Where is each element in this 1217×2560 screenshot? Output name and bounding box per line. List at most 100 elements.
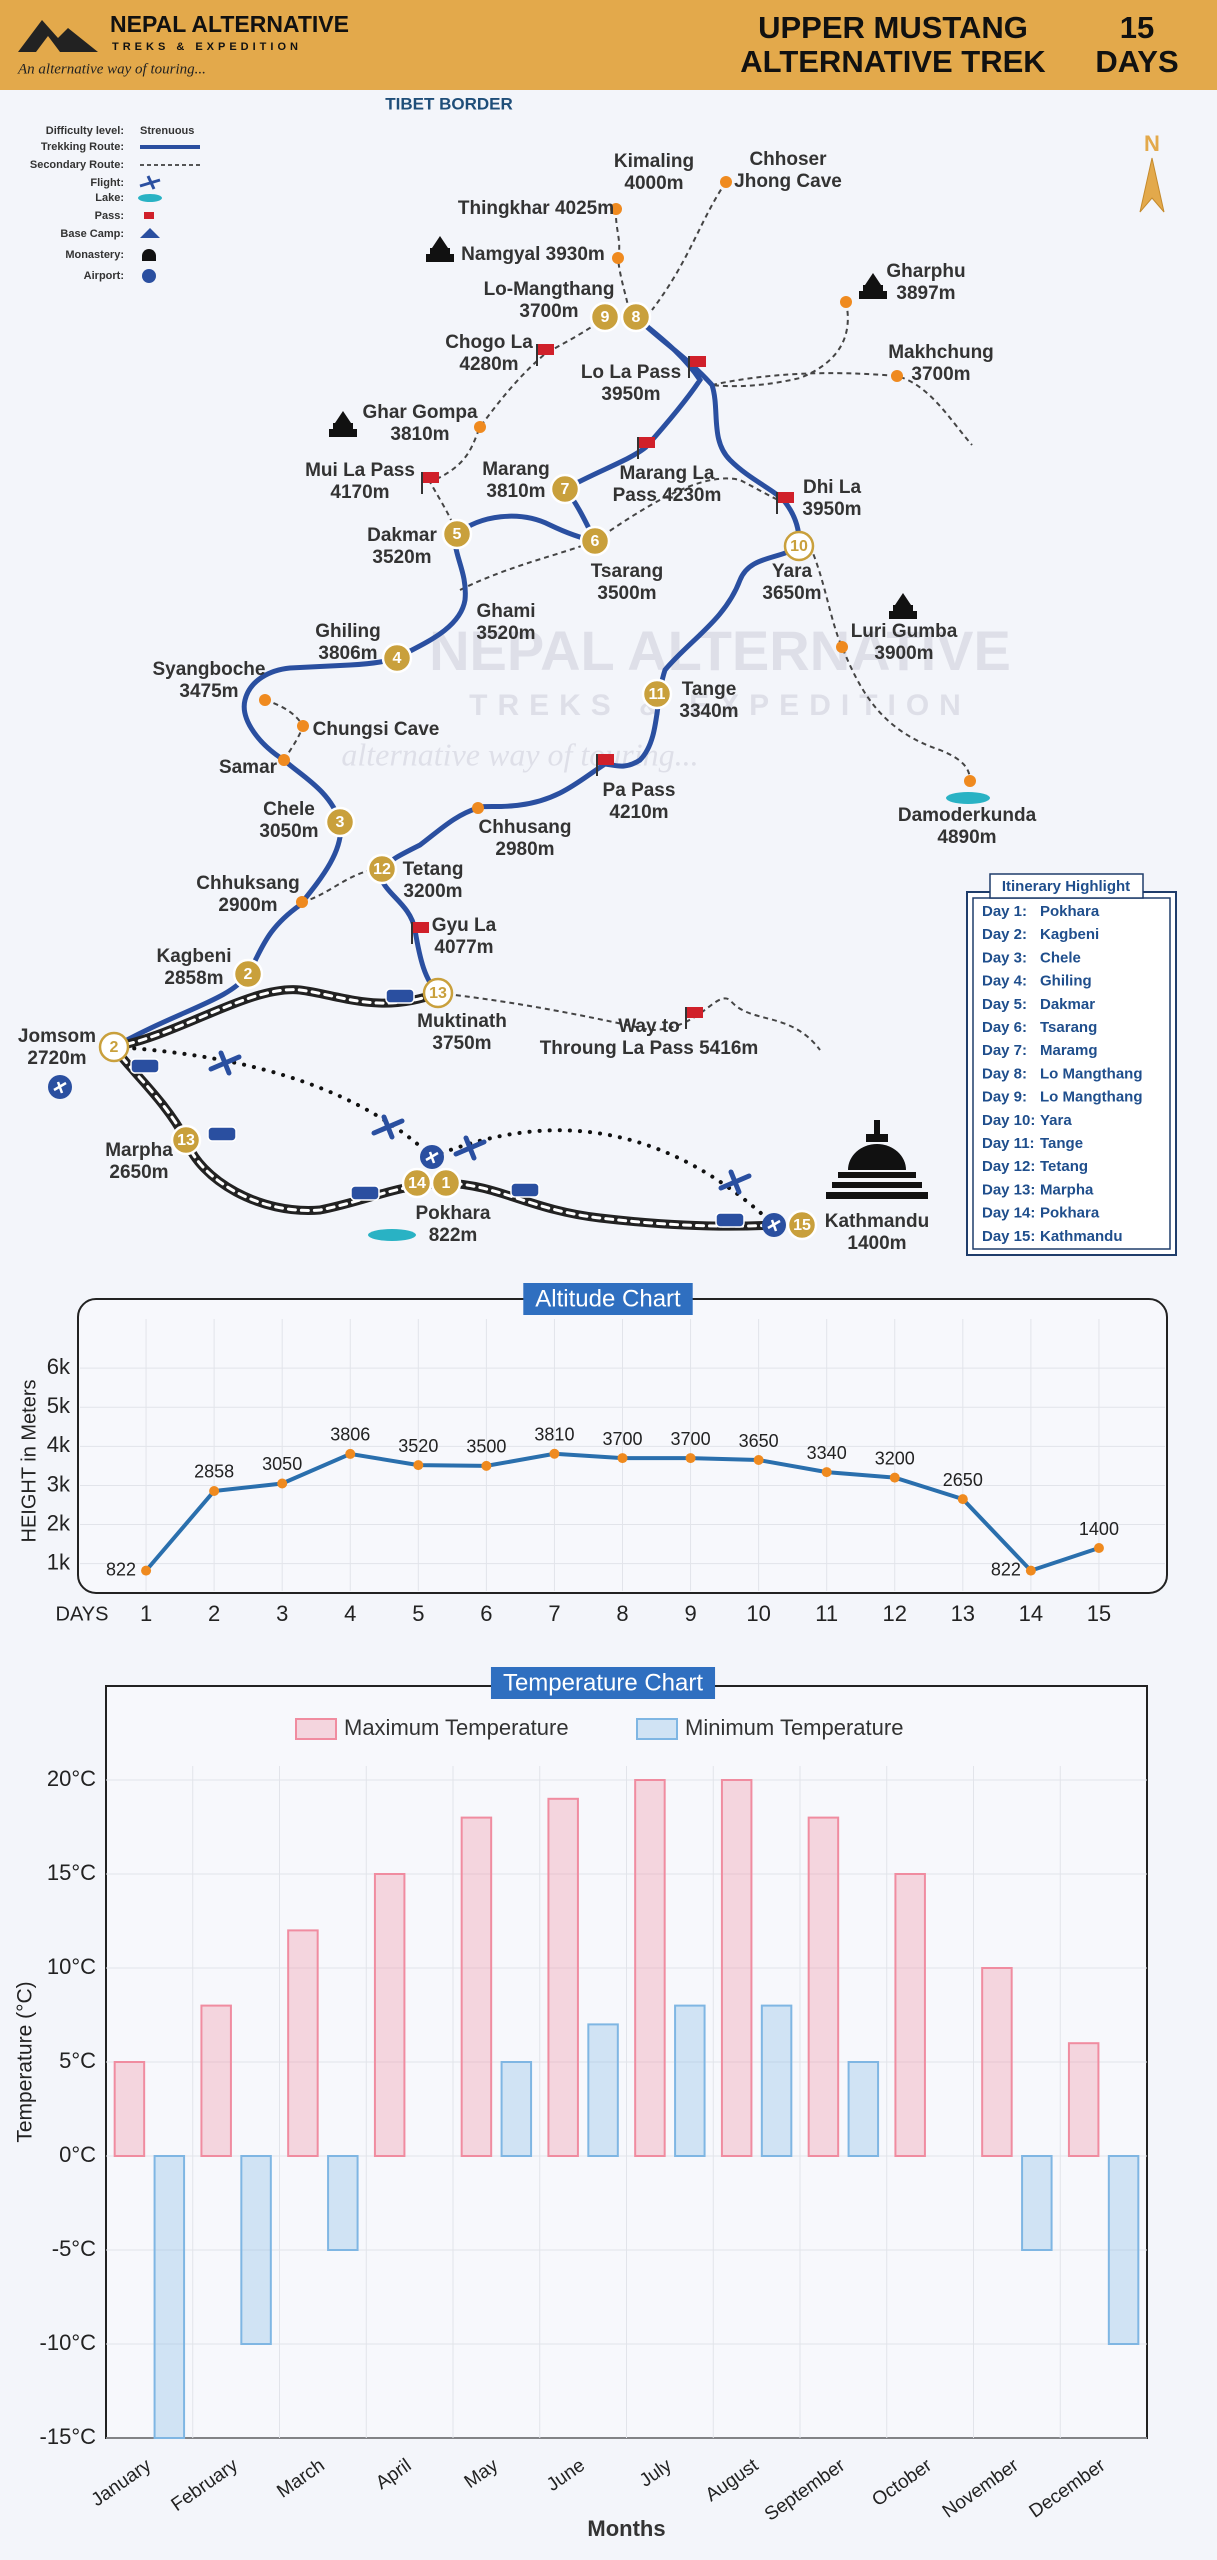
- itinerary-day: Day 13:: [982, 1181, 1035, 1198]
- day-marker: [620, 301, 652, 333]
- bar: [847, 2061, 880, 2157]
- altitude-point: [821, 1467, 832, 1478]
- place-label: 4210m: [609, 802, 668, 823]
- place-label: Lo-Mangthang: [484, 279, 615, 300]
- secondary-route: [809, 545, 971, 782]
- secondary-route: [459, 540, 596, 591]
- value-label: 3200: [875, 1448, 915, 1468]
- chart-title-box: [490, 1667, 716, 1699]
- place-label: 3200m: [403, 881, 462, 902]
- place-label: Syangboche: [153, 659, 266, 680]
- place-label: 3950m: [601, 384, 660, 405]
- place-dot: [296, 896, 308, 908]
- place-label: Ghami: [476, 601, 535, 622]
- itinerary-day: Day 4:: [982, 973, 1027, 990]
- bar: [373, 1873, 406, 2157]
- place-label: Ghar Gompa: [362, 402, 478, 423]
- place-label: 4280m: [459, 354, 518, 375]
- chart-title-box: [523, 1283, 693, 1315]
- flag: [690, 356, 706, 367]
- day-marker: [381, 642, 413, 674]
- y-tick-label: 2k: [47, 1510, 71, 1535]
- bus: [350, 1185, 380, 1201]
- place-label: Kagbeni: [157, 946, 232, 967]
- day-marker-label: 9: [601, 309, 610, 326]
- itinerary-place: Maramg: [1040, 1042, 1098, 1059]
- itinerary-place: Lo Mangthang: [1040, 1089, 1142, 1106]
- day-marker-label: 4: [393, 650, 402, 667]
- monastery: [889, 593, 917, 619]
- y-axis-title: Temperature (°C): [14, 1981, 37, 2142]
- plane: [208, 1050, 242, 1076]
- legend-icon: [139, 175, 161, 190]
- itinerary-place: Tange: [1040, 1135, 1083, 1152]
- flag: [639, 437, 655, 448]
- stupa: [826, 1120, 928, 1199]
- legend-label: Base Camp:: [60, 228, 124, 240]
- place-label: 3520m: [476, 623, 535, 644]
- day-marker-label: 1: [442, 1175, 451, 1192]
- day-marker: [641, 678, 673, 710]
- place-label: 2858m: [164, 968, 223, 989]
- bar: [981, 1967, 1013, 2157]
- itinerary-place: Yara: [1040, 1112, 1072, 1129]
- itinerary-title-box: [989, 873, 1144, 899]
- legend-label: Maximum Temperature: [344, 1715, 569, 1740]
- place-dot: [720, 176, 732, 188]
- day-marker: [232, 958, 264, 990]
- day-marker-label: 11: [649, 686, 666, 703]
- place-label: Jhong Cave: [734, 171, 842, 192]
- place-label: Ghiling: [315, 621, 380, 642]
- x-tick-label: 9: [684, 1601, 696, 1626]
- watermark-text: NEPAL ALTERNATIVE: [429, 619, 1011, 682]
- x-tick-label: March: [273, 2455, 328, 2502]
- place-label: Pass 4230m: [613, 485, 722, 506]
- altitude-point: [345, 1448, 356, 1459]
- day-marker-label: 8: [632, 309, 641, 326]
- x-tick-label: 10: [746, 1601, 770, 1626]
- place-label: Mui La Pass: [305, 460, 415, 481]
- bus: [385, 988, 415, 1004]
- place-dot: [891, 370, 903, 382]
- itinerary-title: Itinerary Highlight: [1002, 878, 1130, 895]
- x-tick-label: 15: [1087, 1601, 1111, 1626]
- legend-label: Secondary Route:: [30, 159, 124, 171]
- place-label: Chhoser: [749, 149, 827, 170]
- day-marker: [786, 1209, 818, 1241]
- value-label: 3500: [466, 1437, 506, 1457]
- place-label: Tsarang: [591, 561, 664, 582]
- x-tick-label: 2: [208, 1601, 220, 1626]
- day-marker-label: 13: [177, 1132, 195, 1149]
- place-label: 1400m: [847, 1233, 906, 1254]
- legend-label: Difficulty level:: [46, 125, 124, 137]
- day-marker-label: 10: [790, 538, 808, 555]
- day-marker-label: 13: [429, 985, 447, 1002]
- secondary-route: [594, 477, 786, 542]
- x-tick-label: 11: [815, 1601, 838, 1626]
- itinerary-day: Day 14:: [982, 1205, 1035, 1222]
- legend-swatch: [636, 1718, 678, 1740]
- bus: [130, 1058, 160, 1074]
- north-label: N: [1144, 131, 1160, 156]
- chart-title: Temperature Chart: [503, 1669, 703, 1696]
- itinerary-place: Pokhara: [1040, 903, 1100, 920]
- value-label: 3806: [330, 1425, 370, 1445]
- value-label: 3340: [807, 1443, 847, 1463]
- place-label: 3520m: [372, 547, 431, 568]
- logo-mountain-notch: [36, 36, 60, 52]
- bar: [200, 2004, 232, 2157]
- legend-label: Lake:: [95, 192, 124, 204]
- place-label: 3340m: [679, 701, 738, 722]
- logo-mountain: [18, 20, 98, 52]
- x-tick-label: 3: [276, 1601, 288, 1626]
- watermark: NEPAL ALTERNATIVE TREKS & EXPEDITION alt…: [341, 619, 1011, 773]
- altitude-point: [1093, 1543, 1104, 1554]
- place-label: Dakmar: [367, 525, 437, 546]
- airport-plane: [425, 1151, 439, 1164]
- brand: NEPAL ALTERNATIVE: [110, 11, 349, 37]
- value-label: 3700: [671, 1429, 711, 1449]
- x-tick-label: November: [939, 2455, 1023, 2523]
- day-marker-label: 14: [408, 1175, 426, 1192]
- title-line: ALTERNATIVE TREK: [740, 44, 1046, 79]
